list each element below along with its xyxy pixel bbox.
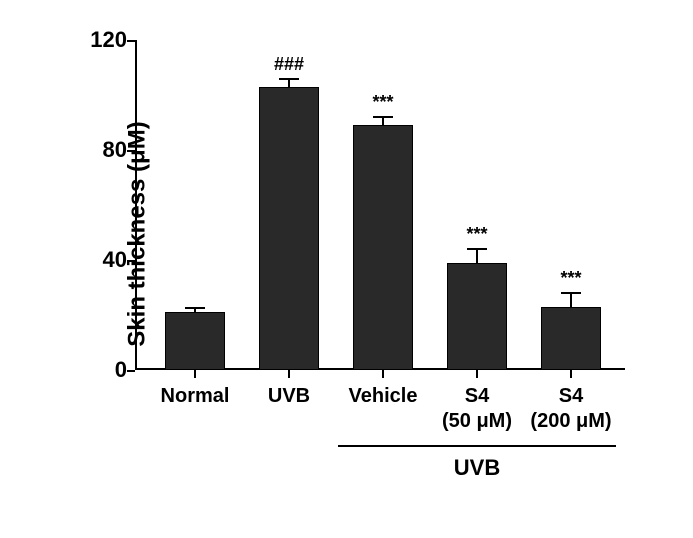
bar bbox=[353, 125, 413, 370]
y-tick-label: 80 bbox=[103, 137, 127, 163]
error-cap bbox=[185, 307, 205, 309]
x-tick bbox=[382, 370, 384, 378]
x-tick bbox=[288, 370, 290, 378]
y-tick bbox=[127, 150, 135, 152]
error-bar bbox=[570, 293, 572, 307]
x-axis-sublabel: (200 μM) bbox=[530, 410, 611, 433]
x-axis-label: S4 bbox=[559, 385, 583, 408]
significance-label: *** bbox=[466, 224, 487, 245]
y-tick-label: 40 bbox=[103, 247, 127, 273]
y-tick bbox=[127, 40, 135, 42]
x-axis-label: S4 bbox=[465, 385, 489, 408]
plot-area: 04080120 ###********* NormalUVBVehicleS4… bbox=[135, 40, 625, 370]
bar bbox=[165, 312, 225, 370]
error-bar bbox=[288, 79, 290, 87]
y-tick-label: 0 bbox=[115, 357, 127, 383]
x-axis-label: Vehicle bbox=[349, 385, 418, 408]
error-cap bbox=[373, 116, 393, 118]
x-tick bbox=[194, 370, 196, 378]
error-cap bbox=[467, 248, 487, 250]
error-bar bbox=[382, 117, 384, 125]
significance-label: *** bbox=[372, 92, 393, 113]
y-axis-line bbox=[135, 40, 137, 370]
error-cap bbox=[279, 78, 299, 80]
chart-container: Skin thickness (μM) 04080120 ###********… bbox=[40, 20, 660, 520]
y-tick-label: 120 bbox=[90, 27, 127, 53]
x-tick bbox=[476, 370, 478, 378]
bar bbox=[541, 307, 601, 370]
significance-label: ### bbox=[274, 54, 304, 75]
x-axis-label: UVB bbox=[268, 385, 310, 408]
y-tick bbox=[127, 260, 135, 262]
bar bbox=[447, 263, 507, 370]
x-axis-sublabel: (50 μM) bbox=[442, 410, 512, 433]
error-bar bbox=[476, 249, 478, 263]
significance-label: *** bbox=[560, 268, 581, 289]
x-tick bbox=[570, 370, 572, 378]
y-tick bbox=[127, 370, 135, 372]
x-axis-label: Normal bbox=[161, 385, 230, 408]
group-bracket bbox=[338, 445, 616, 447]
bar bbox=[259, 87, 319, 370]
error-cap bbox=[561, 292, 581, 294]
group-label: UVB bbox=[454, 455, 500, 481]
